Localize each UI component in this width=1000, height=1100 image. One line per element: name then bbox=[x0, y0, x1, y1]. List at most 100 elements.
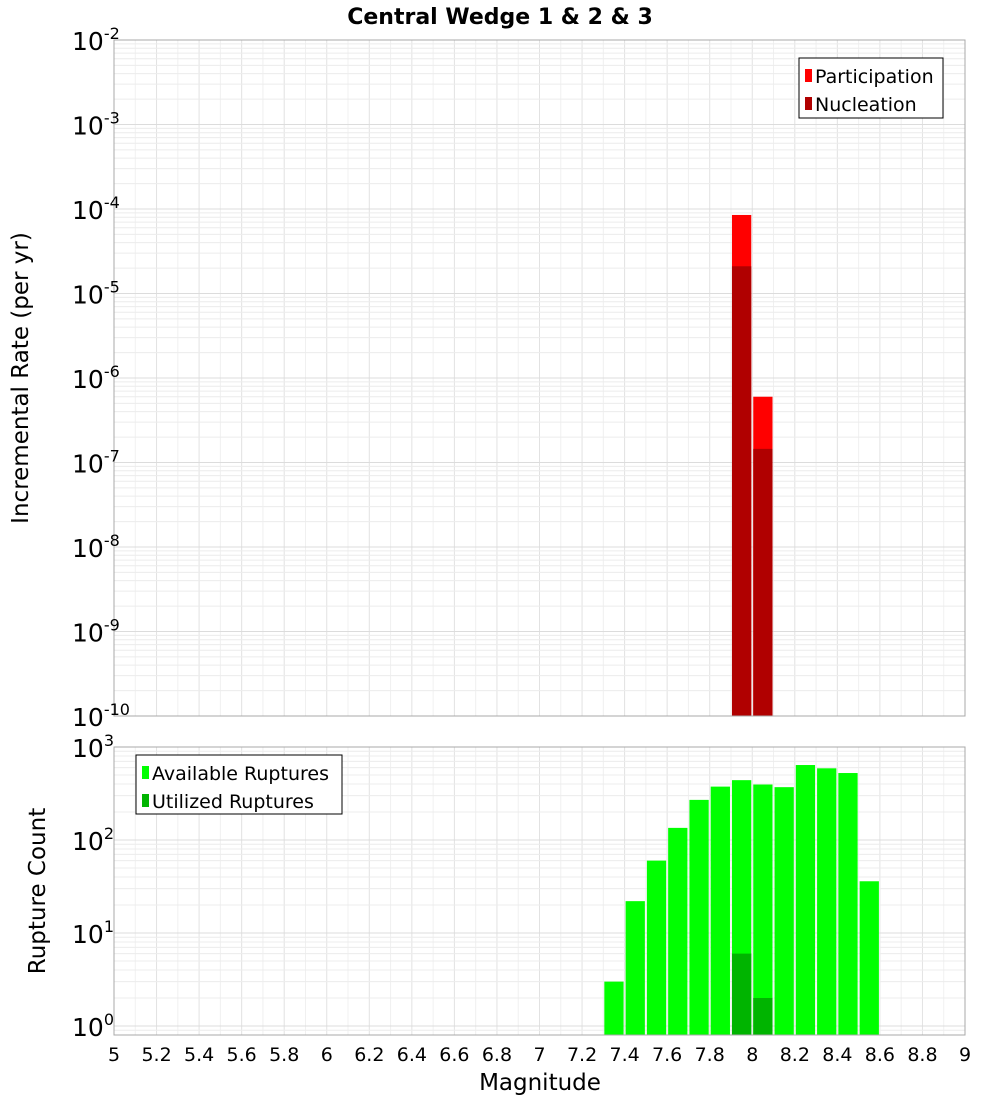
bottom-plot-frame bbox=[113, 746, 966, 1036]
top-y-tick-label: 10-4 bbox=[72, 193, 120, 225]
bottom-x-tick-label: 6 bbox=[321, 1044, 333, 1066]
bottom-x-tick-label: 8.2 bbox=[780, 1044, 810, 1066]
top-legend-label: Participation bbox=[815, 66, 934, 88]
tick-base: 10 bbox=[72, 281, 104, 310]
top-bar-nucleation bbox=[731, 266, 752, 716]
bottom-bar-available-ruptures bbox=[774, 787, 794, 1035]
top-y-tick-label: 10-5 bbox=[72, 278, 120, 310]
top-gridlines bbox=[113, 40, 966, 717]
x-axis-label: Magnitude bbox=[479, 1070, 601, 1096]
tick-base: 10 bbox=[72, 365, 104, 394]
top-legend-label: Nucleation bbox=[815, 94, 917, 116]
bottom-x-tick-label: 5.8 bbox=[269, 1044, 299, 1066]
bottom-bar-available-ruptures bbox=[646, 860, 667, 1035]
bottom-y-axis-label: Rupture Count bbox=[25, 808, 51, 974]
tick-base: 10 bbox=[72, 827, 104, 856]
top-legend-frame bbox=[798, 57, 944, 119]
bottom-x-tick-label: 5.6 bbox=[227, 1044, 257, 1066]
bottom-x-tick-label: 8.4 bbox=[822, 1044, 852, 1066]
tick-exponent: -2 bbox=[104, 24, 120, 43]
top-y-tick-label: 10-8 bbox=[72, 531, 120, 563]
bottom-legend-label: Utilized Ruptures bbox=[152, 791, 314, 813]
tick-exponent: -6 bbox=[104, 362, 120, 381]
bottom-x-tick-label: 5.2 bbox=[141, 1044, 171, 1066]
bottom-x-tick-label: 7 bbox=[533, 1044, 545, 1066]
bottom-y-tick-label: 101 bbox=[72, 917, 114, 949]
bottom-legend-label: Available Ruptures bbox=[152, 763, 329, 785]
top-y-axis-label: Incremental Rate (per yr) bbox=[8, 232, 34, 524]
bottom-bars bbox=[604, 765, 879, 1035]
tick-exponent: 2 bbox=[104, 824, 114, 843]
chart-title: Central Wedge 1 & 2 & 3 bbox=[347, 5, 653, 30]
bottom-bar-available-ruptures bbox=[838, 773, 858, 1035]
top-legend-swatch bbox=[805, 97, 812, 110]
bottom-legend-frame bbox=[135, 754, 343, 815]
bottom-x-tick-label: 7.2 bbox=[567, 1044, 597, 1066]
bottom-bar-available-ruptures bbox=[817, 768, 837, 1035]
top-y-tick-label: 10-2 bbox=[72, 24, 120, 56]
bottom-y-tick-label: 102 bbox=[72, 824, 114, 856]
bottom-bar-available-ruptures bbox=[625, 901, 645, 1035]
top-plot-panel: 10-1010-910-810-710-610-510-410-310-2Par… bbox=[72, 24, 966, 732]
bottom-x-tick-labels: 5 5.2 5.4 5.6 5.8 6 6.2 6.4 6.6 6.8 7 7.2 7.4 7.6 7.8 8… bbox=[108, 1044, 971, 1066]
bottom-bar-utilized-ruptures bbox=[753, 997, 773, 1035]
bottom-bar-available-ruptures bbox=[710, 786, 730, 1035]
tick-exponent: -7 bbox=[104, 447, 120, 466]
top-y-tick-label: 10-6 bbox=[72, 362, 120, 394]
bottom-x-tick-label: 5 bbox=[108, 1044, 120, 1066]
top-bars bbox=[731, 214, 773, 716]
tick-base: 10 bbox=[72, 734, 104, 763]
top-y-tick-label: 10-10 bbox=[72, 700, 130, 732]
bottom-x-tick-label: 6.6 bbox=[439, 1044, 469, 1066]
tick-base: 10 bbox=[72, 619, 104, 648]
tick-exponent: -3 bbox=[104, 109, 120, 128]
bottom-x-tick-label: 7.8 bbox=[695, 1044, 725, 1066]
bottom-bar-available-ruptures bbox=[689, 799, 709, 1035]
bottom-x-tick-label: 8.6 bbox=[865, 1044, 895, 1066]
tick-exponent: -4 bbox=[104, 193, 120, 212]
bottom-y-tick-label: 103 bbox=[72, 731, 114, 763]
tick-base: 10 bbox=[72, 450, 104, 479]
tick-base: 10 bbox=[72, 534, 104, 563]
bottom-x-tick-label: 7.6 bbox=[652, 1044, 682, 1066]
bottom-y-tick-label: 100 bbox=[72, 1010, 114, 1042]
tick-exponent: 3 bbox=[104, 731, 114, 750]
tick-base: 10 bbox=[72, 27, 104, 56]
bottom-bar-available-ruptures bbox=[753, 784, 773, 1035]
bottom-bar-available-ruptures bbox=[795, 765, 816, 1035]
bottom-legend-swatch bbox=[142, 794, 149, 807]
bottom-bar-available-ruptures bbox=[604, 981, 624, 1035]
tick-exponent: -9 bbox=[104, 616, 120, 635]
tick-exponent: -10 bbox=[104, 700, 130, 719]
tick-exponent: 0 bbox=[104, 1010, 114, 1029]
tick-exponent: 1 bbox=[104, 917, 114, 936]
bottom-x-tick-label: 5.4 bbox=[184, 1044, 214, 1066]
top-y-tick-label: 10-3 bbox=[72, 109, 120, 141]
bottom-x-tick-label: 6.4 bbox=[397, 1044, 427, 1066]
top-y-tick-label: 10-9 bbox=[72, 616, 120, 648]
bottom-legend-swatch bbox=[142, 766, 149, 779]
tick-base: 10 bbox=[72, 703, 104, 732]
tick-exponent: -5 bbox=[104, 278, 120, 297]
top-bar-nucleation bbox=[753, 448, 773, 716]
bottom-x-tick-label: 8 bbox=[746, 1044, 758, 1066]
tick-base: 10 bbox=[72, 112, 104, 141]
top-legend-swatch bbox=[805, 69, 812, 82]
bottom-bar-available-ruptures bbox=[859, 881, 879, 1035]
tick-base: 10 bbox=[72, 920, 104, 949]
tick-base: 10 bbox=[72, 196, 104, 225]
bottom-legend: Available Ruptures Utilized Ruptures bbox=[135, 754, 343, 815]
bottom-bar-utilized-ruptures bbox=[731, 953, 752, 1035]
top-legend: Participation Nucleation bbox=[798, 57, 944, 119]
bottom-bar-available-ruptures bbox=[668, 827, 688, 1035]
top-y-tick-label: 10-7 bbox=[72, 447, 120, 479]
tick-base: 10 bbox=[72, 1013, 104, 1042]
bottom-x-tick-label: 8.8 bbox=[907, 1044, 937, 1066]
bottom-x-tick-label: 6.2 bbox=[354, 1044, 384, 1066]
bottom-x-tick-label: 7.4 bbox=[609, 1044, 639, 1066]
top-plot-frame bbox=[113, 39, 966, 717]
